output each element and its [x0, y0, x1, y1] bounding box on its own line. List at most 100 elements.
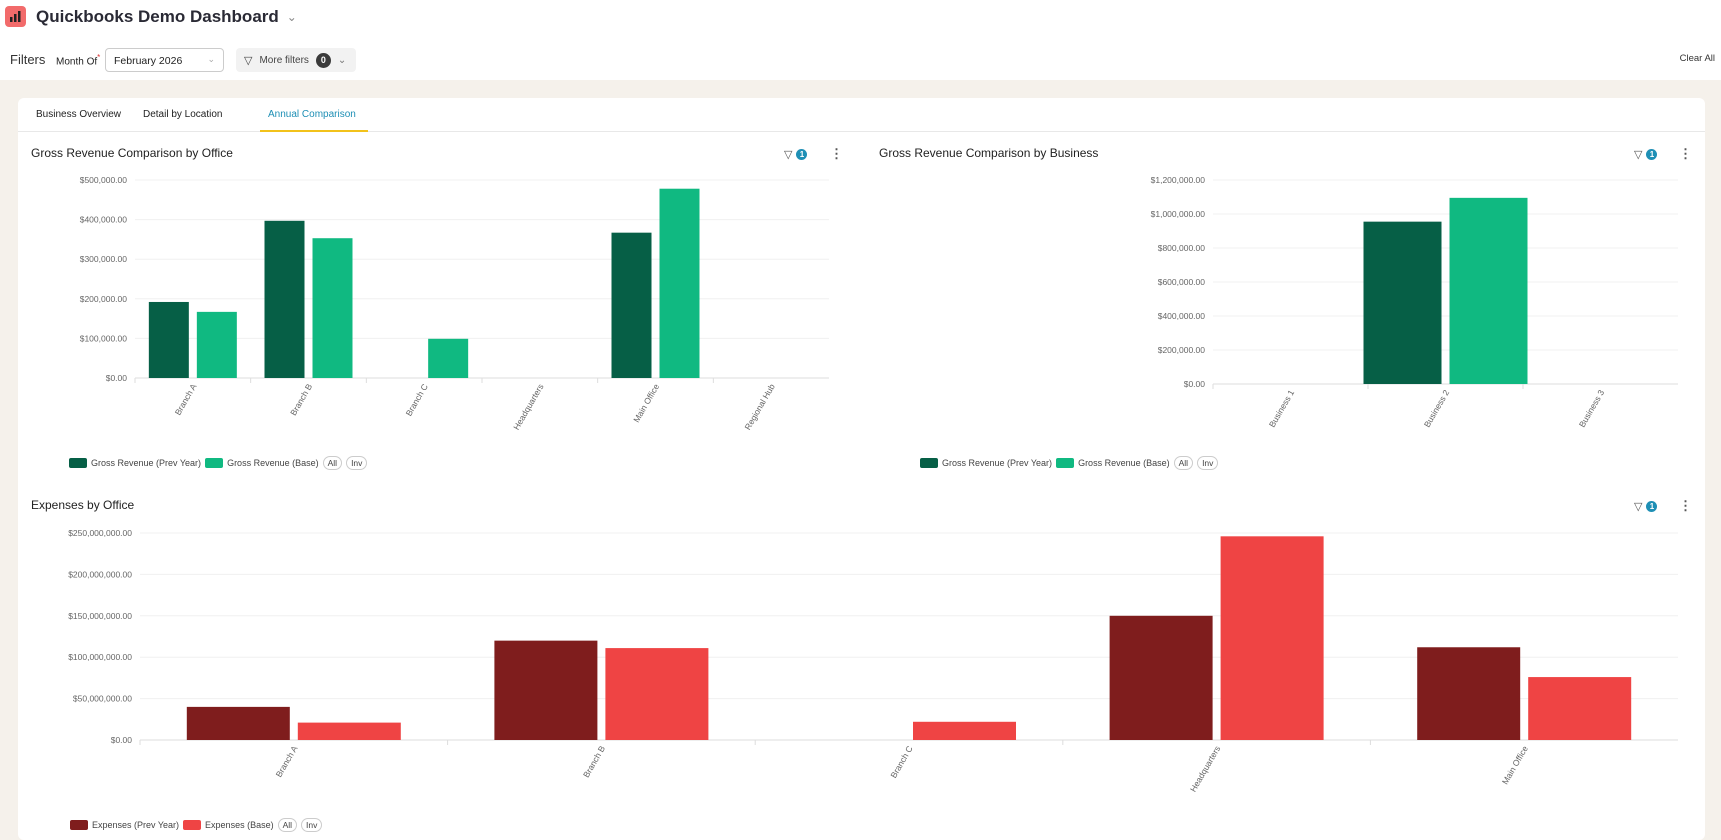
y-tick-label: $1,200,000.00: [1151, 175, 1206, 185]
legend-all-button[interactable]: All: [322, 456, 343, 470]
y-tick-label: $500,000.00: [80, 175, 128, 185]
legend-swatch[interactable]: [70, 820, 88, 830]
y-tick-label: $300,000.00: [80, 254, 128, 264]
x-tick-label: Branch C: [404, 382, 430, 418]
bar-prev-year[interactable]: [1417, 647, 1521, 740]
x-tick-label: Headquarters: [1188, 744, 1222, 794]
y-tick-label: $0.00: [111, 735, 133, 745]
chart-legend: Gross Revenue (Prev Year) Gross Revenue (…: [69, 456, 368, 470]
bar-chart-icon: [5, 6, 26, 27]
more-filters-button[interactable]: ▽ More filters 0 ⌄: [236, 48, 357, 72]
more-filters-count: 0: [315, 52, 331, 68]
legend-swatch[interactable]: [69, 458, 87, 468]
clear-all-button[interactable]: Clear All: [1679, 53, 1715, 64]
tab-business-overview[interactable]: Business Overview: [36, 109, 122, 120]
x-tick-label: Branch C: [888, 744, 914, 780]
filter-icon: ▽: [784, 149, 793, 161]
tab-bar: Business Overview Detail by Location Ann…: [18, 98, 1705, 132]
y-tick-label: $100,000,000.00: [68, 652, 132, 662]
chart-title: Gross Revenue Comparison by Business: [879, 146, 1099, 160]
top-bar: Quickbooks Demo Dashboard ⌄ Filters Mont…: [0, 0, 1721, 80]
y-tick-label: $200,000,000.00: [68, 569, 132, 579]
legend-swatch[interactable]: [183, 820, 202, 830]
bar-prev-year[interactable]: [264, 220, 305, 378]
y-tick-label: $1,000,000.00: [1151, 209, 1206, 219]
chart-title: Gross Revenue Comparison by Office: [31, 146, 233, 160]
x-tick-label: Business 1: [1267, 388, 1297, 429]
legend-label[interactable]: Expenses (Prev Year): [92, 820, 180, 830]
month-dropdown[interactable]: February 2026 ⌄: [105, 48, 224, 72]
x-tick-label: Main Office: [1500, 744, 1530, 786]
active-tab-indicator: [260, 130, 368, 132]
bar-prev-year[interactable]: [186, 706, 290, 740]
bar-base[interactable]: [1528, 677, 1632, 740]
y-tick-label: $200,000.00: [80, 294, 128, 304]
chevron-down-icon[interactable]: ⌄: [286, 10, 297, 24]
bar-base[interactable]: [428, 338, 469, 378]
x-tick-label: Branch A: [173, 382, 199, 417]
more-filters-label: More filters: [259, 54, 309, 66]
bar-base[interactable]: [1449, 197, 1528, 384]
bar-base[interactable]: [297, 722, 401, 740]
legend-inv-button[interactable]: Inv: [301, 818, 323, 832]
bar-prev-year[interactable]: [494, 640, 598, 740]
bar-base[interactable]: [605, 648, 709, 740]
bar-base[interactable]: [659, 188, 700, 378]
bar-prev-year[interactable]: [1363, 221, 1442, 384]
chart-filter-button[interactable]: ▽ 1: [1634, 500, 1658, 513]
chevron-down-icon: ⌄: [207, 54, 215, 64]
x-tick-label: Main Office: [631, 382, 661, 424]
dashboard-title-wrap: Quickbooks Demo Dashboard ⌄: [36, 7, 297, 27]
more-options-icon[interactable]: ⋮: [1679, 146, 1692, 161]
more-options-icon[interactable]: ⋮: [830, 146, 843, 161]
filter-count-badge: 1: [1646, 149, 1658, 160]
tab-annual-comparison[interactable]: Annual Comparison: [268, 109, 356, 120]
chart-filter-button[interactable]: ▽ 1: [784, 148, 808, 161]
x-tick-label: Business 3: [1577, 388, 1607, 429]
month-value: February 2026: [114, 55, 183, 67]
y-tick-label: $0.00: [106, 373, 128, 383]
tab-detail-by-location[interactable]: Detail by Location: [143, 109, 223, 120]
legend-label[interactable]: Expenses (Base): [205, 820, 274, 830]
bar-prev-year[interactable]: [148, 301, 189, 378]
x-tick-label: Branch B: [288, 382, 314, 418]
legend-inv-button[interactable]: Inv: [1197, 456, 1219, 470]
dashboard-title[interactable]: Quickbooks Demo Dashboard: [36, 7, 279, 26]
chart-legend: Gross Revenue (Prev Year) Gross Revenue (…: [920, 456, 1219, 470]
chart-filter-button[interactable]: ▽ 1: [1634, 148, 1658, 161]
filter-count-badge: 1: [1646, 501, 1658, 512]
legend-swatch[interactable]: [1056, 458, 1075, 468]
legend-label[interactable]: Gross Revenue (Base): [227, 458, 319, 468]
legend-label[interactable]: Gross Revenue (Base): [1078, 458, 1170, 468]
chart-legend: Expenses (Prev Year) Expenses (Base) All In…: [70, 818, 323, 832]
legend-swatch[interactable]: [920, 458, 938, 468]
bar-base[interactable]: [1220, 536, 1324, 740]
chevron-down-icon: ⌄: [337, 54, 347, 66]
x-tick-label: Business 2: [1422, 388, 1452, 429]
y-tick-label: $50,000,000.00: [73, 694, 132, 704]
legend-inv-button[interactable]: Inv: [346, 456, 368, 470]
bar-base[interactable]: [196, 311, 237, 378]
y-tick-label: $400,000.00: [80, 215, 128, 225]
month-of-label: Month Of*: [56, 53, 101, 68]
filter-icon: ▽: [1634, 149, 1643, 161]
filters-label: Filters: [10, 52, 46, 67]
y-tick-label: $600,000.00: [1158, 277, 1206, 287]
x-tick-label: Regional Hub: [742, 382, 777, 432]
month-of-text: Month Of: [56, 56, 98, 68]
bar-base[interactable]: [913, 721, 1016, 740]
chart-title: Expenses by Office: [31, 498, 135, 512]
x-tick-label: Branch B: [581, 744, 607, 780]
y-tick-label: $250,000,000.00: [68, 528, 132, 538]
legend-label[interactable]: Gross Revenue (Prev Year): [942, 458, 1053, 468]
bar-prev-year[interactable]: [1109, 615, 1213, 740]
legend-all-button[interactable]: All: [277, 818, 298, 832]
bar-base[interactable]: [312, 238, 353, 378]
legend-all-button[interactable]: All: [1173, 456, 1194, 470]
legend-swatch[interactable]: [205, 458, 224, 468]
bar-prev-year[interactable]: [611, 232, 652, 378]
x-tick-label: Branch A: [274, 744, 300, 779]
y-tick-label: $100,000.00: [80, 333, 128, 343]
more-options-icon[interactable]: ⋮: [1679, 498, 1692, 513]
legend-label[interactable]: Gross Revenue (Prev Year): [91, 458, 202, 468]
